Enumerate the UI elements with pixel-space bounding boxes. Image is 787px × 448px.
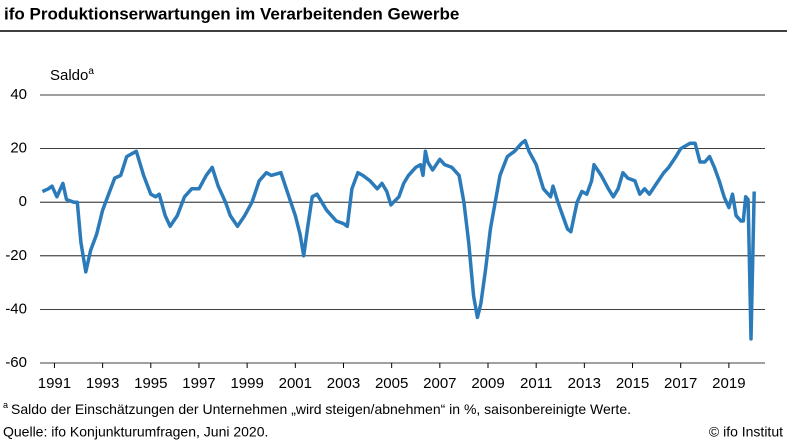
footnote: a Saldo der Einschätzungen der Unternehme…	[3, 400, 631, 416]
y-tick-label: -40	[5, 300, 27, 317]
x-tick-label: 2003	[327, 375, 360, 392]
x-tick-label: 2015	[616, 375, 649, 392]
y-label-text: Saldo	[50, 67, 88, 84]
y-tick-label: 20	[10, 140, 27, 157]
x-tick-label: 1999	[230, 375, 263, 392]
x-tick-label: 2017	[664, 375, 697, 392]
x-tick-label: 2013	[568, 375, 601, 392]
x-tick-label: 2019	[712, 375, 745, 392]
x-tick-label: 1997	[182, 375, 215, 392]
x-tick-label: 1991	[38, 375, 71, 392]
y-tick-label: 40	[10, 86, 27, 103]
data-line	[41, 138, 756, 341]
y-label-marker: a	[88, 66, 94, 77]
x-tick-label: 1995	[134, 375, 167, 392]
x-tick-label: 2005	[375, 375, 408, 392]
x-tick-label: 2011	[520, 375, 552, 392]
x-tick-label: 1993	[86, 375, 119, 392]
y-axis-label: Saldoa	[50, 66, 94, 84]
x-tick-label: 2009	[471, 375, 504, 392]
footnote-text: Saldo der Einschätzungen der Unternehmen…	[11, 401, 631, 417]
y-tick-label: -20	[5, 247, 27, 264]
chart-title: ifo Produktionserwartungen im Verarbeite…	[4, 4, 459, 23]
credit: © ifo Institut	[709, 424, 783, 440]
y-tick-label: 0	[19, 193, 27, 210]
y-tick-label: -60	[5, 354, 27, 371]
footnote-marker: a	[3, 400, 8, 410]
source: Quelle: ifo Konjunkturumfragen, Juni 202…	[3, 424, 268, 440]
x-tick-label: 2001	[279, 375, 312, 392]
x-tick-label: 2007	[423, 375, 456, 392]
